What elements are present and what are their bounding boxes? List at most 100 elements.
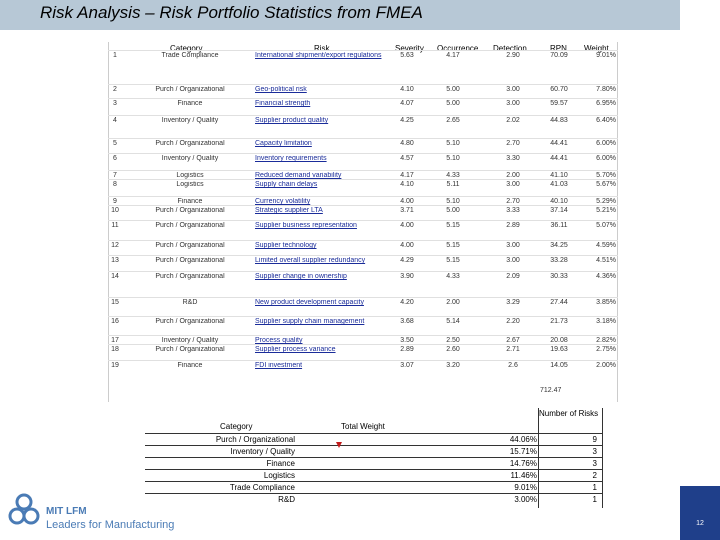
cell-rpn: 59.57 (550, 100, 568, 107)
cell-detection: 2.90 (506, 52, 520, 59)
cell-occurrence: 3.20 (446, 362, 460, 369)
cell-num: 18 (111, 346, 119, 353)
cell-detection: 2.70 (506, 140, 520, 147)
cell-occurrence: 4.33 (446, 273, 460, 280)
cell-detection: 3.33 (506, 207, 520, 214)
cell-category: Inventory / Quality (161, 117, 219, 124)
cell-rpn: 41.03 (550, 181, 568, 188)
cell-occurrence: 5.10 (446, 198, 460, 205)
cell-severity: 3.90 (400, 273, 414, 280)
cell-weight: 6.00% (596, 140, 616, 147)
summary-header-num-risks: Number of Risks (539, 409, 599, 418)
cell-occurrence: 4.17 (446, 52, 460, 59)
header-severity: Severity (395, 44, 424, 53)
grid-line (108, 50, 618, 51)
grid-line (108, 205, 618, 206)
cell-rpn: 14.05 (550, 362, 568, 369)
cell-risk: Supplier technology (255, 242, 317, 249)
cell-num: 17 (111, 337, 119, 344)
grid-line (108, 179, 618, 180)
cell-detection: 2.09 (506, 273, 520, 280)
cell-num: 7 (113, 172, 117, 179)
cell-occurrence: 5.00 (446, 86, 460, 93)
cell-risk: Financial strength (255, 100, 311, 107)
cell-detection: 2.6 (508, 362, 518, 369)
cell-risk: Strategic supplier LTA (255, 207, 323, 214)
cell-num: 13 (111, 257, 119, 264)
cell-rpn: 21.73 (550, 318, 568, 325)
cell-category: Logistics (176, 181, 204, 188)
cell-rpn: 36.11 (550, 222, 568, 229)
summary-cell-num-risks: 9 (592, 435, 597, 444)
summary-cell-num-risks: 1 (592, 483, 597, 492)
cell-risk: Supplier product quality (255, 117, 329, 124)
summary-row: Finance 14.76% 3 (145, 457, 603, 470)
grid-line (108, 84, 618, 85)
cell-weight: 4.59% (596, 242, 616, 249)
cell-occurrence: 5.10 (446, 140, 460, 147)
cell-risk: Reduced demand variability (255, 172, 342, 179)
grid-line (108, 335, 618, 336)
cell-occurrence: 5.10 (446, 155, 460, 162)
cell-rpn: 30.33 (550, 273, 568, 280)
title-bar: Risk Analysis – Risk Portfolio Statistic… (0, 0, 680, 30)
cell-risk: International shipment/export regulation… (255, 52, 382, 59)
summary-cell-num-risks: 2 (592, 471, 597, 480)
cell-num: 14 (111, 273, 119, 280)
cell-category: Purch / Organizational (155, 242, 225, 249)
cell-risk: Supplier change in ownership (255, 273, 347, 280)
cell-detection: 2.70 (506, 198, 520, 205)
cell-weight: 5.21% (596, 207, 616, 214)
cell-num: 3 (113, 100, 117, 107)
cell-weight: 5.07% (596, 222, 616, 229)
cell-severity: 4.17 (400, 172, 414, 179)
cell-rpn: 40.10 (550, 198, 568, 205)
cell-severity: 4.57 (400, 155, 414, 162)
summary-cell-total-weight: 3.00% (514, 495, 537, 504)
cell-rpn: 33.28 (550, 257, 568, 264)
cell-category: Trade Compliance (161, 52, 219, 59)
grid-line (108, 42, 109, 402)
cell-severity: 3.07 (400, 362, 414, 369)
cell-weight: 2.75% (596, 346, 616, 353)
cell-detection: 3.29 (506, 299, 520, 306)
cell-category: Inventory / Quality (161, 337, 219, 344)
summary-divider (602, 408, 603, 508)
cell-rpn: 34.25 (550, 242, 568, 249)
cell-detection: 2.67 (506, 337, 520, 344)
cell-detection: 3.00 (506, 86, 520, 93)
cell-category: Purch / Organizational (155, 222, 225, 229)
cell-occurrence: 4.33 (446, 172, 460, 179)
cell-occurrence: 2.60 (446, 346, 460, 353)
summary-cell-total-weight: 11.46% (510, 471, 537, 480)
cell-severity: 3.68 (400, 318, 414, 325)
cell-num: 2 (113, 86, 117, 93)
grid-line (108, 255, 618, 256)
cell-category: Purch / Organizational (155, 346, 225, 353)
cell-detection: 2.02 (506, 117, 520, 124)
summary-cell-category: Logistics (263, 471, 295, 480)
grid-line (617, 42, 618, 402)
cell-num: 15 (111, 299, 119, 306)
cell-rpn: 44.83 (550, 117, 568, 124)
cell-num: 5 (113, 140, 117, 147)
cell-detection: 3.00 (506, 242, 520, 249)
cell-num: 4 (113, 117, 117, 124)
cell-occurrence: 5.15 (446, 242, 460, 249)
cell-weight: 6.00% (596, 155, 616, 162)
cell-category: Purch / Organizational (155, 257, 225, 264)
cell-weight: 3.18% (596, 318, 616, 325)
cell-weight: 6.40% (596, 117, 616, 124)
cell-severity: 4.25 (400, 117, 414, 124)
header-weight: Weight (584, 44, 609, 53)
cell-num: 11 (111, 222, 119, 229)
cell-severity: 3.50 (400, 337, 414, 344)
cell-num: 19 (111, 362, 119, 369)
summary-cell-category: Finance (266, 459, 295, 468)
header-risk: Risk (314, 44, 330, 53)
cell-rpn: 44.41 (550, 155, 568, 162)
cell-severity: 3.71 (400, 207, 414, 214)
cell-num: 10 (111, 207, 119, 214)
cell-severity: 5.63 (400, 52, 414, 59)
cell-severity: 4.00 (400, 198, 414, 205)
